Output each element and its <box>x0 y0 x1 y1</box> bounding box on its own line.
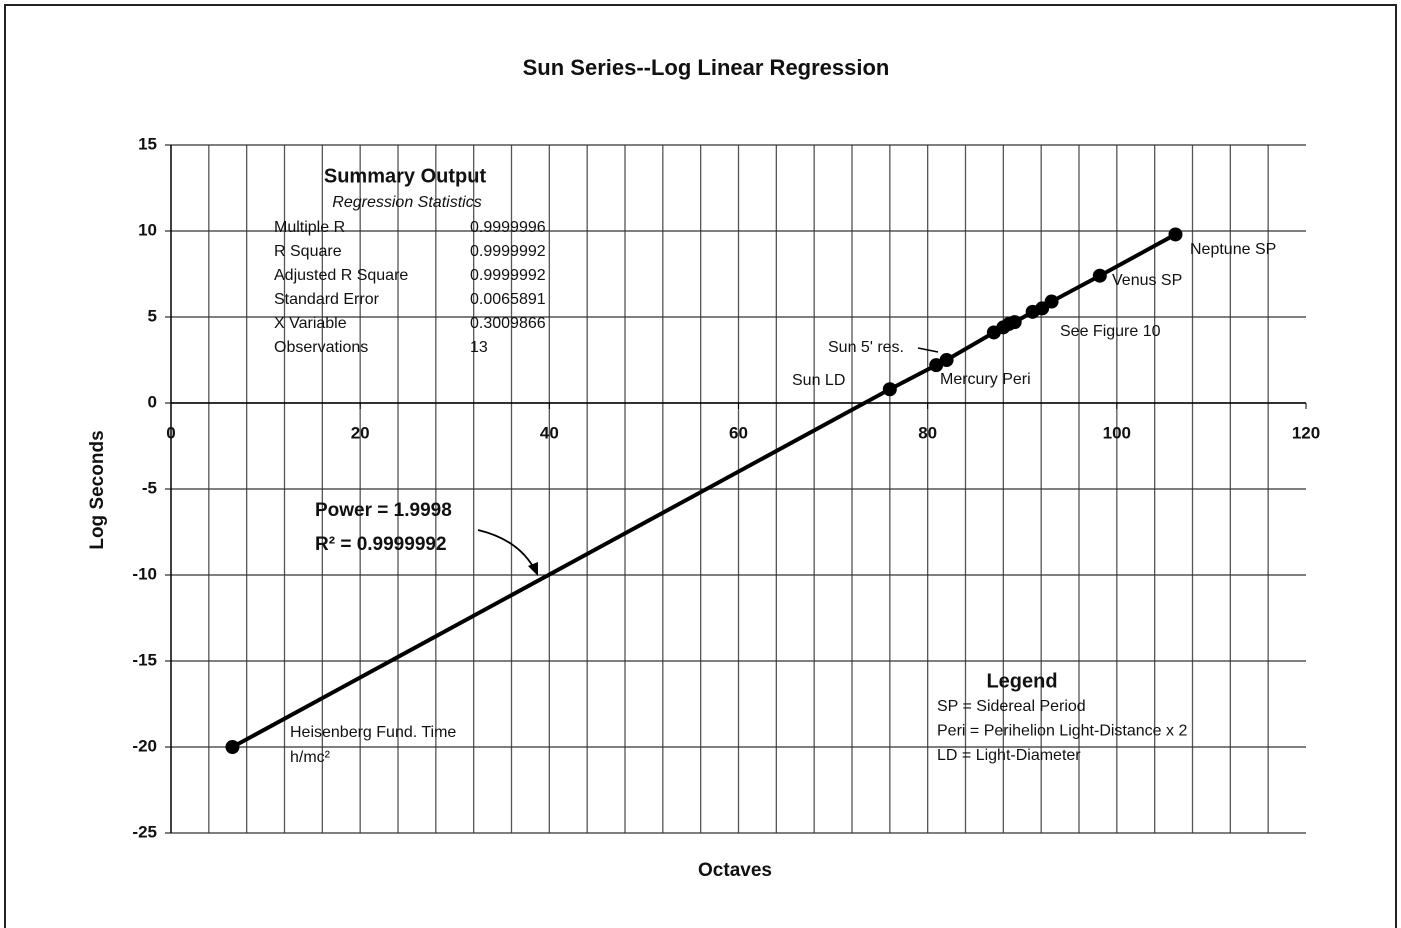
summary-value: 0.9999992 <box>470 243 546 260</box>
summary-value: 13 <box>470 339 488 356</box>
legend-title: Legend <box>986 670 1057 692</box>
data-point <box>939 353 954 367</box>
x-tick-label: 120 <box>1292 423 1320 442</box>
y-tick-label: -5 <box>142 478 157 497</box>
chart-title: Sun Series--Log Linear Regression <box>523 55 890 80</box>
y-tick-label: 5 <box>148 306 157 325</box>
x-tick-label: 0 <box>166 423 175 442</box>
annotation: Sun 5' res. <box>828 339 904 356</box>
summary-label: Multiple R <box>274 219 345 236</box>
annotation: Mercury Peri <box>940 371 1031 388</box>
summary-value: 0.0065891 <box>470 291 546 308</box>
y-tick-label: 10 <box>138 220 157 239</box>
summary-title: Summary Output <box>324 165 487 187</box>
x-axis-label: Octaves <box>698 860 772 881</box>
annotation: Neptune SP <box>1190 241 1276 258</box>
summary-value: 0.9999996 <box>470 219 546 236</box>
data-point <box>1092 268 1107 283</box>
data-point <box>882 382 897 397</box>
y-tick-label: -25 <box>132 822 157 841</box>
data-point <box>1168 227 1183 242</box>
arrow <box>917 347 939 353</box>
annotation: R² = 0.9999992 <box>315 534 447 555</box>
summary-label: X Variable <box>274 315 347 332</box>
annotation: Power = 1.9998 <box>315 500 452 521</box>
y-axis-label: Log Seconds <box>87 430 108 549</box>
y-tick-label: -15 <box>132 650 157 669</box>
annotation: Heisenberg Fund. Time <box>290 724 456 741</box>
x-tick-label: 60 <box>729 423 748 442</box>
annotation: h/mc² <box>290 749 331 766</box>
summary-label: Observations <box>274 339 368 356</box>
summary-label: Adjusted R Square <box>274 267 408 284</box>
annotation: Sun LD <box>792 372 845 389</box>
legend-line: Peri = Perihelion Light-Distance x 2 <box>937 723 1187 740</box>
x-tick-label: 20 <box>351 423 370 442</box>
data-point <box>225 740 240 754</box>
summary-value: 0.9999992 <box>470 267 546 284</box>
x-tick-label: 40 <box>540 423 559 442</box>
y-tick-label: 15 <box>138 134 157 153</box>
summary-label: R Square <box>274 243 342 260</box>
x-tick-label: 100 <box>1103 423 1131 442</box>
summary-subtitle: Regression Statistics <box>332 194 481 211</box>
legend-line: SP = Sidereal Period <box>937 698 1086 715</box>
legend-line: LD = Light-Diameter <box>937 747 1081 764</box>
summary-value: 0.3009866 <box>470 315 546 332</box>
data-point <box>1044 294 1059 309</box>
data-point <box>929 358 944 373</box>
data-point <box>1007 315 1022 330</box>
x-tick-label: 80 <box>918 423 937 442</box>
summary-label: Standard Error <box>274 291 380 308</box>
annotation: Venus SP <box>1112 272 1182 289</box>
annotation: See Figure 10 <box>1060 323 1161 340</box>
y-tick-label: -10 <box>132 564 157 583</box>
y-tick-label: 0 <box>148 392 157 411</box>
arrow <box>477 529 537 573</box>
y-tick-label: -20 <box>132 736 157 755</box>
page-border <box>4 4 1397 928</box>
arrow-head <box>528 562 538 576</box>
